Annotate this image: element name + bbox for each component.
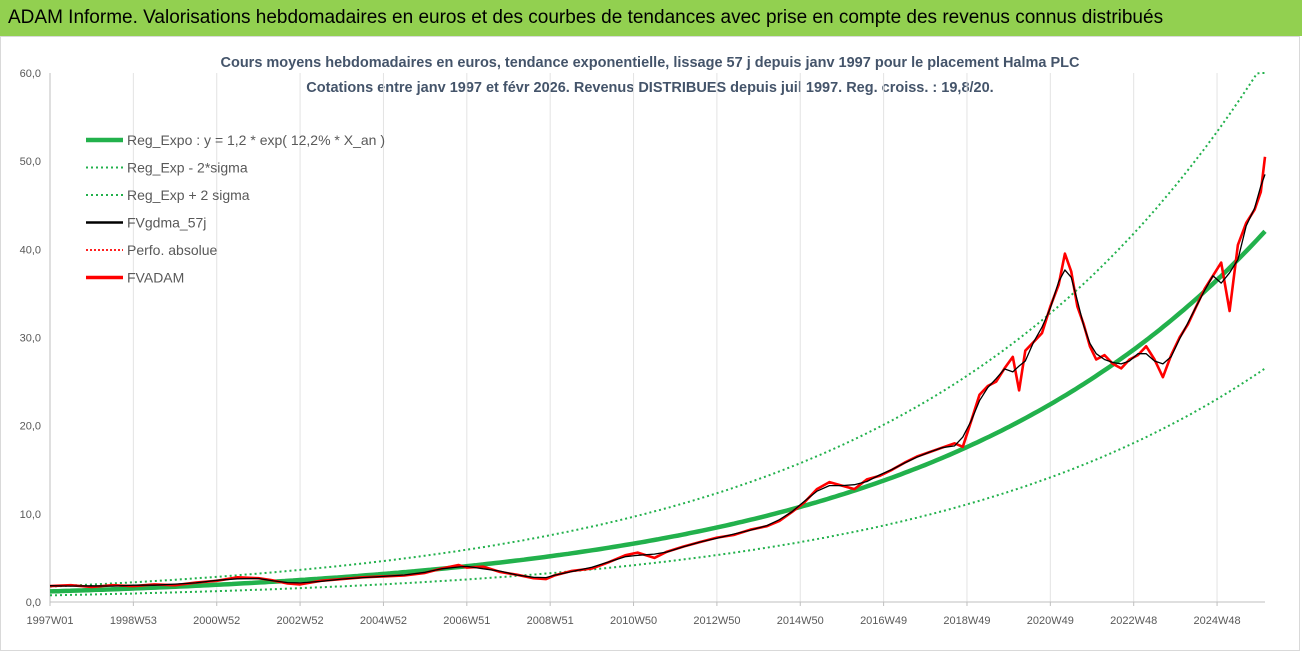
legend: Reg_Expo : y = 1,2 * exp( 12,2% * X_an )… [86, 132, 385, 286]
chart: Cours moyens hebdomadaires en euros, ten… [20, 55, 1267, 627]
x-tick-label: 2002W52 [277, 615, 324, 627]
x-tick-label: 2004W52 [360, 615, 407, 627]
x-tick-label: 2010W50 [610, 615, 657, 627]
series-fvadam [49, 156, 1267, 589]
series-group [49, 72, 1267, 597]
x-tick-label: 2000W52 [193, 615, 240, 627]
x-tick-label: 2008W51 [527, 615, 574, 627]
legend-label-reg_expo: Reg_Expo : y = 1,2 * exp( 12,2% * X_an ) [127, 132, 385, 148]
banner: ADAM Informe. Valorisations hebdomadaire… [0, 0, 1302, 36]
y-tick-label: 10,0 [20, 509, 41, 521]
legend-label-sigma_high: Reg_Exp + 2 sigma [127, 187, 250, 203]
x-tick-label: 1998W53 [110, 615, 157, 627]
banner-title: ADAM Informe. Valorisations hebdomadaire… [8, 7, 1164, 28]
chart-title-line2: Cotations entre janv 1997 et févr 2026. … [306, 80, 993, 96]
x-tick-label: 2016W49 [860, 615, 907, 627]
x-tick-label: 2018W49 [943, 615, 990, 627]
axes [49, 73, 1265, 603]
y-tick-label: 30,0 [20, 333, 41, 345]
y-tick-label: 60,0 [20, 68, 41, 80]
y-tick-label: 40,0 [20, 244, 41, 256]
legend-label-sigma_low: Reg_Exp - 2*sigma [127, 160, 248, 176]
series-reg-exp-plus-2sigma [49, 72, 1265, 588]
series-reg-exp-minus-2sigma [50, 367, 1266, 597]
legend-label-fvadam: FVADAM [127, 270, 184, 286]
x-tick-label: 2020W49 [1027, 615, 1074, 627]
chart-frame: Cours moyens hebdomadaires en euros, ten… [0, 36, 1300, 651]
chart-title-line1: Cours moyens hebdomadaires en euros, ten… [220, 55, 1080, 71]
y-tick-label: 50,0 [20, 156, 41, 168]
x-tick-label: 2012W50 [693, 615, 740, 627]
vertical-gridlines [49, 73, 1218, 602]
series-perfo-absolue [49, 156, 1266, 588]
x-tick-label: 2022W48 [1110, 615, 1157, 627]
y-tick-labels: 0,0 10,0 20,0 30,0 40,0 50,0 60,0 [20, 68, 41, 609]
legend-label-fvgdma: FVgdma_57j [127, 215, 206, 231]
series-reg-expo [49, 229, 1267, 594]
series-fvgdma-57j [49, 174, 1266, 587]
y-tick-label: 20,0 [20, 421, 41, 433]
y-tick-label: 0,0 [26, 597, 41, 609]
x-tick-label: 2014W50 [777, 615, 824, 627]
x-tick-labels: 1997W01 1998W53 2000W52 2002W52 2004W52 2006W… [26, 602, 1241, 627]
x-tick-label: 2006W51 [443, 615, 490, 627]
x-tick-label: 1997W01 [26, 615, 73, 627]
legend-label-perfo: Perfo. absolue [127, 242, 217, 258]
x-tick-label: 2024W48 [1194, 615, 1241, 627]
